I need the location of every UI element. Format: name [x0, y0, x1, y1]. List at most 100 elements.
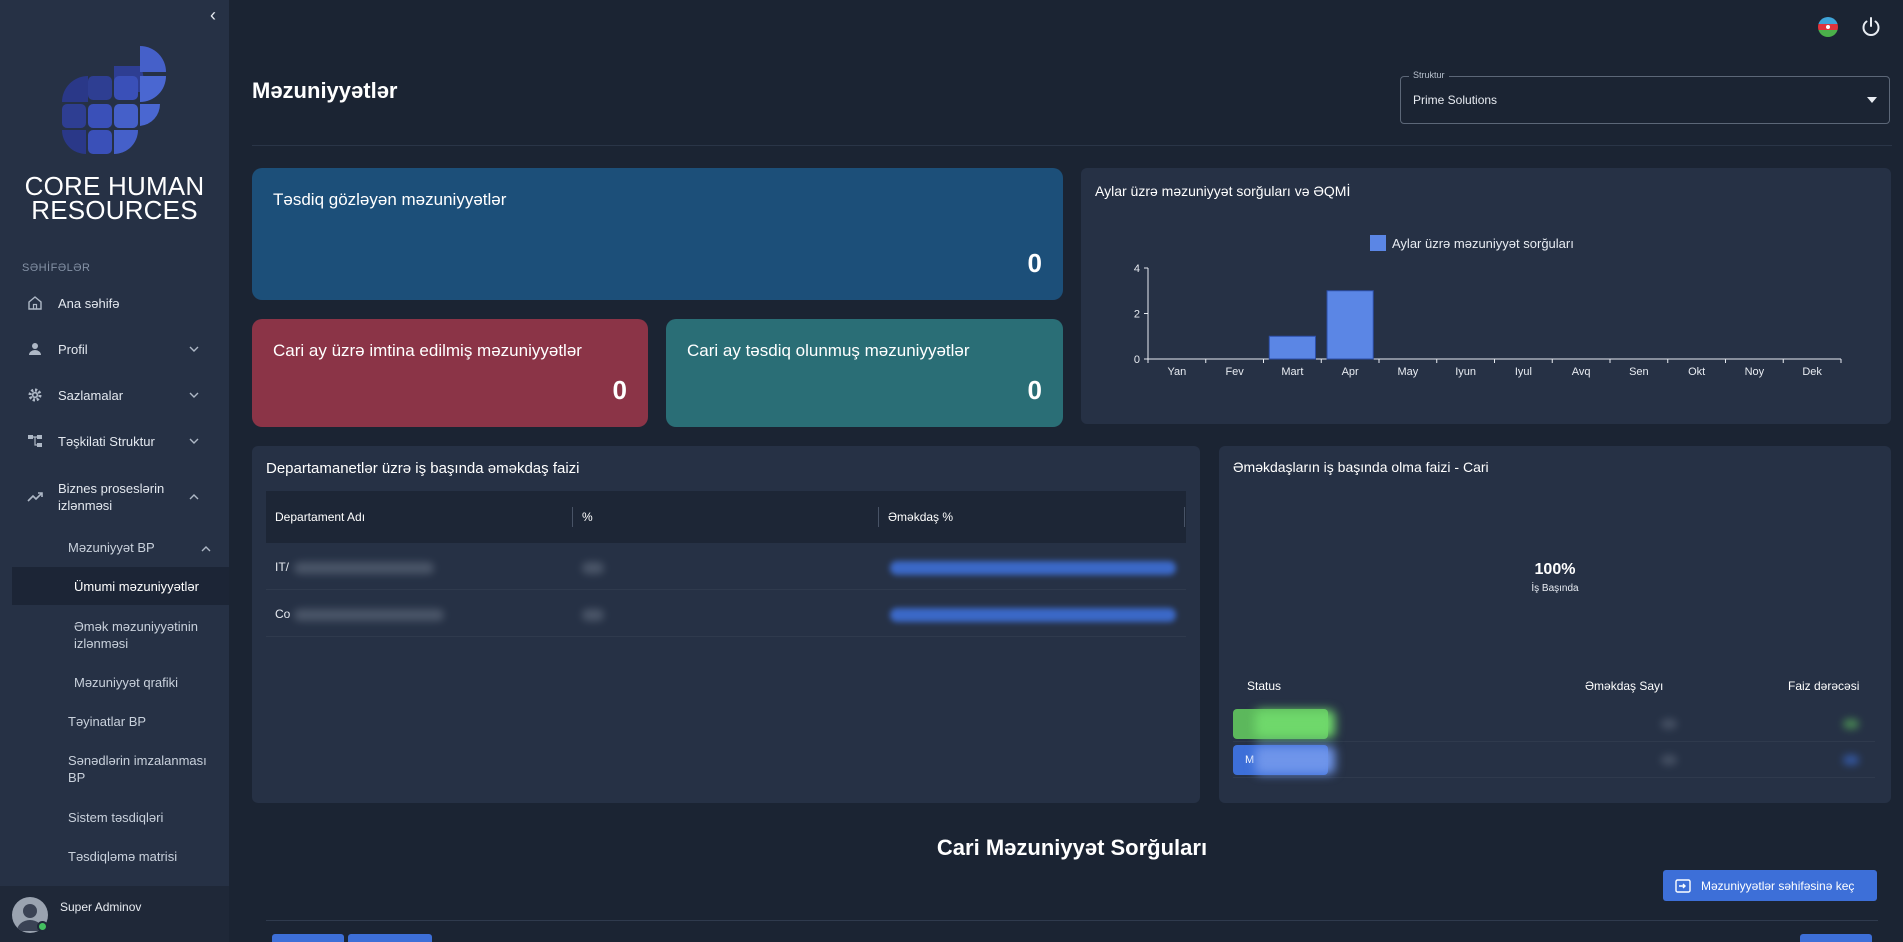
- bar-mart[interactable]: [1268, 335, 1316, 360]
- table-row[interactable]: M: [1233, 742, 1875, 778]
- sidebar-item-label: Profil: [58, 341, 88, 357]
- collapse-sidebar-icon[interactable]: ‹: [210, 5, 216, 25]
- chevron-down-icon: [189, 438, 199, 444]
- chevron-up-icon[interactable]: [200, 543, 212, 555]
- card-value: 0: [1027, 248, 1042, 278]
- sidebar-item-doc-signing[interactable]: Sənədlərin imzalanması BP: [68, 753, 207, 785]
- dept-panel-title: Departamanetlər üzrə iş başında əməkdaş …: [266, 460, 580, 477]
- column-separator[interactable]: [878, 507, 879, 527]
- home-icon: [26, 294, 44, 312]
- current-leave-requests-title: Cari Məzuniyyət Sorğuları: [936, 835, 1208, 860]
- chart-panel-title: Aylar üzrə məzuniyyət sorğuları və ƏQMİ: [1095, 183, 1351, 199]
- table-row[interactable]: Co: [266, 590, 1186, 637]
- sidebar-item-leave-tracking[interactable]: Əmək məzuniyyətinin izlənməsi: [74, 619, 198, 651]
- bar-apr[interactable]: [1326, 290, 1374, 360]
- trending-up-icon: [26, 488, 44, 506]
- attendance-panel-title: Əməkdaşların iş başında olma faizi - Car…: [1233, 459, 1489, 475]
- section-label: SƏHİFƏLƏR: [22, 262, 91, 274]
- department-name: IT/: [275, 560, 289, 574]
- x-tick-label: Dek: [1802, 366, 1822, 378]
- card-title: Təsdiq gözləyən məzuniyyətlər: [273, 190, 507, 209]
- card-title: Cari ay üzrə imtina edilmiş məzuniyyətlə…: [273, 341, 582, 360]
- column-header-rate[interactable]: Faiz dərəcəsi: [1788, 679, 1860, 693]
- table-row[interactable]: [1233, 706, 1875, 742]
- chevron-down-icon: [189, 346, 199, 352]
- sidebar-item-leave-bp[interactable]: Məzuniyyət BP: [68, 540, 155, 555]
- x-tick-label: Apr: [1342, 366, 1359, 378]
- structure-select[interactable]: Struktur Prime Solutions: [1400, 70, 1890, 124]
- monthly-leave-chart-panel: Aylar üzrə məzuniyyət sorğuları və ƏQMİ …: [1081, 168, 1891, 424]
- page-title: Məzuniyyətlər: [252, 78, 398, 103]
- chevron-up-icon: [189, 494, 199, 500]
- column-header-employee-count[interactable]: Əməkdaş Sayı: [1585, 679, 1664, 693]
- x-tick-label: Fev: [1225, 366, 1244, 378]
- x-tick-label: May: [1397, 366, 1418, 378]
- brand-line-2: RESOURCES: [31, 195, 198, 225]
- employee-attendance-panel: Əməkdaşların iş başında olma faizi - Car…: [1219, 446, 1891, 803]
- sidebar-item-settings[interactable]: Sazlamalar: [0, 384, 229, 406]
- y-tick-label: 4: [1134, 263, 1140, 275]
- card-value: 0: [612, 375, 627, 405]
- table-toolbar-button[interactable]: [348, 934, 432, 942]
- x-tick-label: Mart: [1281, 366, 1303, 378]
- attendance-percent: 100%: [1534, 561, 1576, 578]
- column-header-department[interactable]: Departament Adı: [275, 510, 366, 524]
- rejected-leaves-card[interactable]: Cari ay üzrə imtina edilmiş məzuniyyətlə…: [252, 319, 648, 427]
- column-separator[interactable]: [572, 507, 573, 527]
- column-header-employee-percent[interactable]: Əməkdaş %: [888, 510, 954, 524]
- sidebar-item-label: Biznes proseslərin izlənməsi: [58, 481, 165, 513]
- goto-leaves-page-button[interactable]: Məzuniyyətlər səhifəsinə keç: [1663, 870, 1877, 901]
- structure-select-value: Prime Solutions: [1413, 93, 1498, 107]
- x-tick-label: Okt: [1688, 366, 1705, 378]
- redacted-text: [294, 609, 444, 621]
- user-icon: [26, 340, 44, 358]
- sidebar-item-leave-schedule[interactable]: Məzuniyyət qrafiki: [74, 675, 179, 690]
- approved-leaves-card[interactable]: Cari ay təsdiq olunmuş məzuniyyətlər 0: [666, 319, 1063, 427]
- x-tick-label: Sen: [1629, 366, 1649, 378]
- attendance-percent-label: İş Başında: [1531, 583, 1579, 594]
- sidebar-item-appointments[interactable]: Təyinatlar BP: [68, 714, 147, 729]
- sidebar-item-system-approvals[interactable]: Sistem təsdiqləri: [68, 810, 164, 825]
- sidebar-item-general-leaves[interactable]: Ümumi məzuniyyətlər: [74, 579, 199, 594]
- language-flag-icon[interactable]: [1818, 17, 1838, 37]
- redacted-rate: [1843, 719, 1859, 729]
- x-tick-label: Noy: [1745, 366, 1765, 378]
- sidebar-item-org-structure[interactable]: Təşkilati Struktur: [0, 430, 229, 452]
- progress-bar: [890, 561, 1176, 575]
- pending-leaves-card[interactable]: Təsdiq gözləyən məzuniyyətlər 0: [252, 168, 1063, 300]
- gear-icon: [26, 386, 44, 404]
- x-tick-label: Iyun: [1455, 366, 1476, 378]
- column-separator[interactable]: [1184, 507, 1185, 527]
- header-divider: [252, 145, 1892, 146]
- x-tick-label: Iyul: [1515, 366, 1532, 378]
- redacted-status: [1255, 746, 1335, 774]
- sidebar-item-business-processes[interactable]: Biznes proseslərin izlənməsi: [0, 480, 229, 514]
- power-icon[interactable]: [1860, 16, 1882, 38]
- sidebar-item-approval-matrix[interactable]: Təsdiqləmə matrisi: [68, 849, 178, 864]
- sidebar-item-home[interactable]: Ana səhifə: [0, 292, 229, 314]
- redacted-count: [1661, 755, 1677, 765]
- table-header: Departament Adı % Əməkdaş %: [266, 491, 1186, 543]
- requests-table-top: [266, 920, 1878, 942]
- table-toolbar-button[interactable]: [1800, 934, 1872, 942]
- goto-leaves-page-label: Məzuniyyətlər səhifəsinə keç: [1701, 878, 1855, 893]
- sidebar-item-profile[interactable]: Profil: [0, 338, 229, 360]
- monthly-leave-bar-chart: Aylar üzrə məzuniyyət sorğuları 0 2 4 Yan Fe…: [1134, 235, 1842, 378]
- legend-label[interactable]: Aylar üzrə məzuniyyət sorğuları: [1392, 236, 1574, 251]
- column-header-status[interactable]: Status: [1247, 679, 1282, 693]
- company-logo: [62, 46, 166, 154]
- y-tick-label: 2: [1134, 309, 1140, 321]
- avatar[interactable]: [12, 897, 48, 933]
- redacted-percent: [582, 562, 604, 574]
- x-tick-label: Avq: [1572, 366, 1591, 378]
- redacted-percent: [582, 609, 604, 621]
- brand-line-1: CORE HUMAN: [24, 171, 205, 201]
- column-header-percent[interactable]: %: [582, 510, 593, 524]
- sidebar-item-label: Ana səhifə: [58, 295, 120, 311]
- sidebar: ‹ CORE HUMAN RESOURCES SƏHİFƏLƏR Ana səh…: [0, 0, 229, 942]
- redacted-status: [1255, 710, 1335, 738]
- y-tick-label: 0: [1134, 354, 1140, 366]
- structure-select-label: Struktur: [1409, 70, 1449, 80]
- table-row[interactable]: IT/: [266, 543, 1186, 590]
- table-toolbar-button[interactable]: [272, 934, 344, 942]
